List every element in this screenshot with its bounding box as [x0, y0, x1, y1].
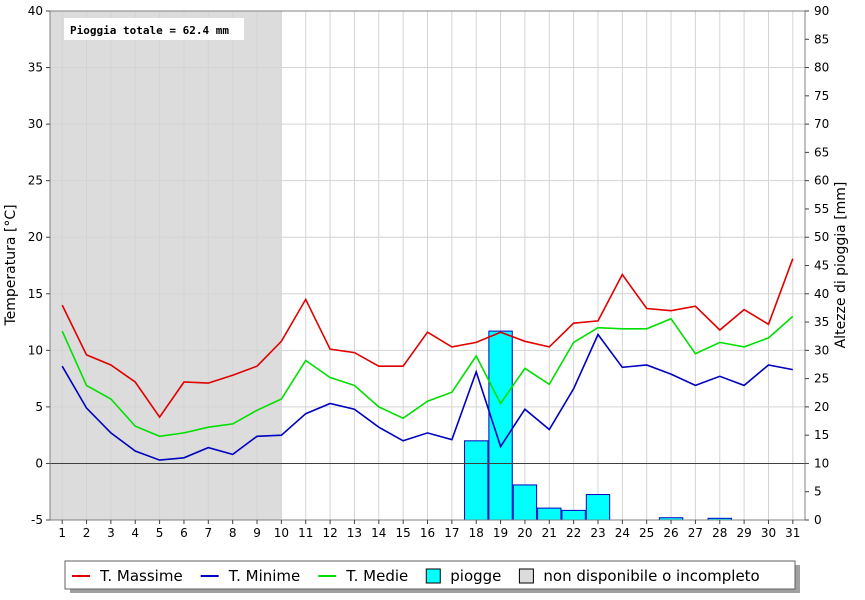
left-tick-label: 25	[28, 174, 43, 188]
x-tick-label: 6	[180, 526, 188, 540]
x-tick-label: 1	[58, 526, 66, 540]
legend-swatch-non-disponibile-o-incompleto	[518, 568, 534, 584]
left-tick-label: 40	[28, 4, 43, 18]
right-tick-label: 40	[814, 287, 829, 301]
left-tick-label: 0	[35, 456, 43, 470]
x-tick-label: 8	[229, 526, 237, 540]
right-tick-label: 45	[814, 259, 829, 273]
right-tick-label: 25	[814, 372, 829, 386]
right-tick-label: 0	[814, 513, 822, 527]
left-axis-title: Temperatura [°C]	[3, 204, 19, 326]
x-tick-label: 21	[542, 526, 557, 540]
x-tick-label: 25	[639, 526, 654, 540]
legend-label-t-medie: T. Medie	[345, 567, 408, 585]
x-tick-label: 7	[204, 526, 212, 540]
x-tick-label: 30	[761, 526, 776, 540]
legend-label-t-massime: T. Massime	[99, 567, 183, 585]
x-tick-label: 12	[322, 526, 337, 540]
left-tick-label: 35	[28, 61, 43, 75]
rain-total-annotation: Pioggia totale = 62.4 mm	[70, 24, 229, 37]
x-tick-label: 3	[107, 526, 115, 540]
right-tick-label: 70	[814, 117, 829, 131]
x-tick-label: 28	[712, 526, 727, 540]
axes: -505101520253035400510152025303540455055…	[28, 4, 830, 540]
x-tick-label: 18	[469, 526, 484, 540]
legend: T. Massime T. Minime T. Medie piogge non dis…	[64, 560, 800, 593]
left-tick-label: 30	[28, 117, 43, 131]
annotation: Pioggia totale = 62.4 mm	[64, 18, 244, 40]
series-line-t-massime	[61, 258, 794, 419]
right-tick-label: 85	[814, 32, 829, 46]
right-tick-label: 75	[814, 89, 829, 103]
legend-label-non-disponibile-o-incompleto: non disponibile o incompleto	[543, 567, 759, 585]
rain-bar	[512, 484, 538, 521]
rain-bar	[488, 330, 513, 521]
series-line-t-medie	[61, 315, 794, 438]
series-line-t-minime	[61, 332, 793, 461]
x-tick-label: 22	[566, 526, 581, 540]
annotation-box	[64, 18, 244, 40]
left-tick-label: 15	[28, 287, 43, 301]
left-tick-label: 20	[28, 230, 43, 244]
x-tick-label: 26	[663, 526, 678, 540]
right-tick-label: 90	[814, 4, 829, 18]
legend-label-piogge: piogge	[450, 567, 501, 585]
x-tick-label: 15	[396, 526, 411, 540]
legend-label-t-minime: T. Minime	[228, 567, 301, 585]
x-tick-label: 27	[688, 526, 703, 540]
right-tick-label: 5	[814, 485, 822, 499]
temperature-lines	[61, 258, 794, 461]
x-tick-label: 29	[736, 526, 751, 540]
right-tick-label: 65	[814, 145, 829, 159]
left-tick-label: 5	[35, 400, 43, 414]
rain-bar	[464, 440, 489, 521]
right-tick-label: 55	[814, 202, 829, 216]
right-axis-title: Altezze di pioggia [mm]	[833, 182, 849, 349]
x-tick-label: 2	[83, 526, 91, 540]
x-tick-label: 31	[785, 526, 800, 540]
x-tick-label: 19	[493, 526, 508, 540]
x-tick-label: 16	[420, 526, 435, 540]
right-tick-label: 10	[814, 456, 829, 470]
rain-bar	[561, 509, 586, 521]
right-tick-label: 30	[814, 343, 829, 357]
x-tick-label: 24	[615, 526, 630, 540]
right-tick-label: 35	[814, 315, 829, 329]
right-tick-label: 20	[814, 400, 829, 414]
right-tick-label: 80	[814, 61, 829, 75]
x-tick-label: 11	[298, 526, 313, 540]
x-tick-label: 9	[253, 526, 261, 540]
x-tick-label: 14	[371, 526, 386, 540]
grid	[50, 10, 805, 521]
x-tick-label: 13	[347, 526, 362, 540]
right-tick-label: 15	[814, 428, 829, 442]
rain-bar	[537, 507, 562, 521]
right-tick-label: 50	[814, 230, 829, 244]
x-tick-label: 4	[131, 526, 139, 540]
left-tick-label: 10	[28, 343, 43, 357]
x-tick-label: 20	[517, 526, 532, 540]
x-tick-label: 17	[444, 526, 459, 540]
right-tick-label: 60	[814, 174, 829, 188]
left-tick-label: -5	[31, 513, 43, 527]
x-tick-label: 5	[156, 526, 164, 540]
x-tick-label: 23	[590, 526, 605, 540]
legend-swatch-piogge	[425, 568, 441, 584]
rain-bar	[585, 494, 611, 521]
x-tick-label: 10	[274, 526, 289, 540]
